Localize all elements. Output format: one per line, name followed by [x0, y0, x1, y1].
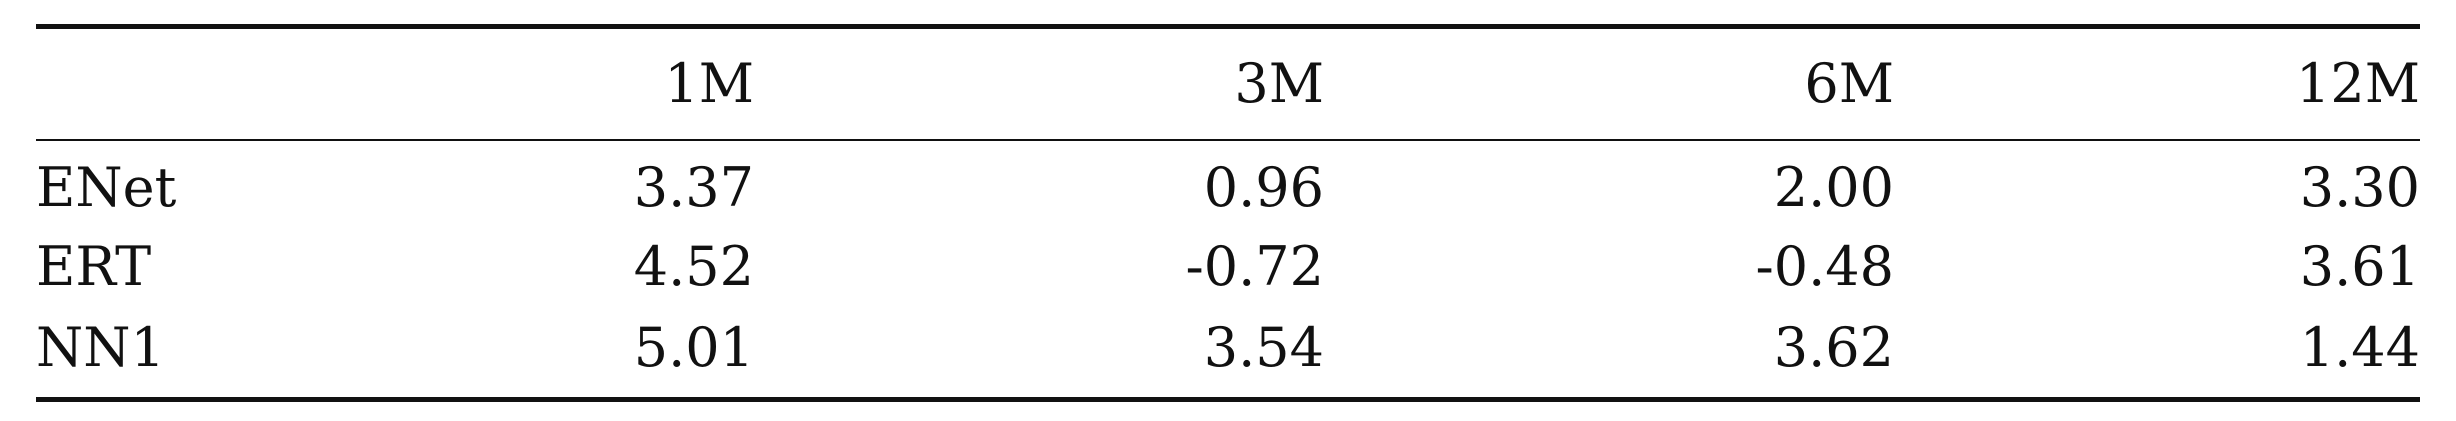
table-cell: 4.52	[633, 235, 754, 298]
table-cell: 3.62	[1773, 316, 1894, 379]
row-label: ERT	[36, 235, 152, 298]
table-body: ENet 3.37 0.96 2.00 3.30 ERT 4.52 -0.72 …	[36, 140, 2420, 400]
header-cell-12m: 12M	[2295, 52, 2420, 115]
table-row: ERT 4.52 -0.72 -0.48 3.61	[36, 229, 2420, 305]
results-table: 1M 3M 6M 12M ENet 3.37 0.96 2.00 3.30 ER…	[36, 24, 2420, 402]
table-header: 1M 3M 6M 12M	[36, 26, 2420, 141]
row-label: NN1	[36, 316, 165, 379]
header-cell-1m: 1M	[664, 52, 754, 115]
header-cell-6m: 6M	[1804, 52, 1894, 115]
table-cell: -0.48	[1755, 235, 1894, 298]
header-cell-3m: 3M	[1234, 52, 1324, 115]
table-row: NN1 5.01 3.54 3.62 1.44	[36, 305, 2420, 400]
table-row: ENet 3.37 0.96 2.00 3.30	[36, 140, 2420, 229]
table-cell: 5.01	[633, 316, 754, 379]
header-row: 1M 3M 6M 12M	[36, 26, 2420, 141]
table-cell: 0.96	[1203, 156, 1324, 219]
table-cell: 3.54	[1203, 316, 1324, 379]
row-label: ENet	[36, 156, 177, 219]
table-cell: 3.30	[2299, 156, 2420, 219]
table-cell: 3.37	[633, 156, 754, 219]
header-cell-empty	[36, 27, 326, 141]
table-cell: 3.61	[2299, 235, 2420, 298]
table-cell: -0.72	[1185, 235, 1324, 298]
table-cell: 1.44	[2299, 316, 2420, 379]
table-cell: 2.00	[1773, 156, 1894, 219]
results-table-container: 1M 3M 6M 12M ENet 3.37 0.96 2.00 3.30 ER…	[36, 24, 2420, 402]
